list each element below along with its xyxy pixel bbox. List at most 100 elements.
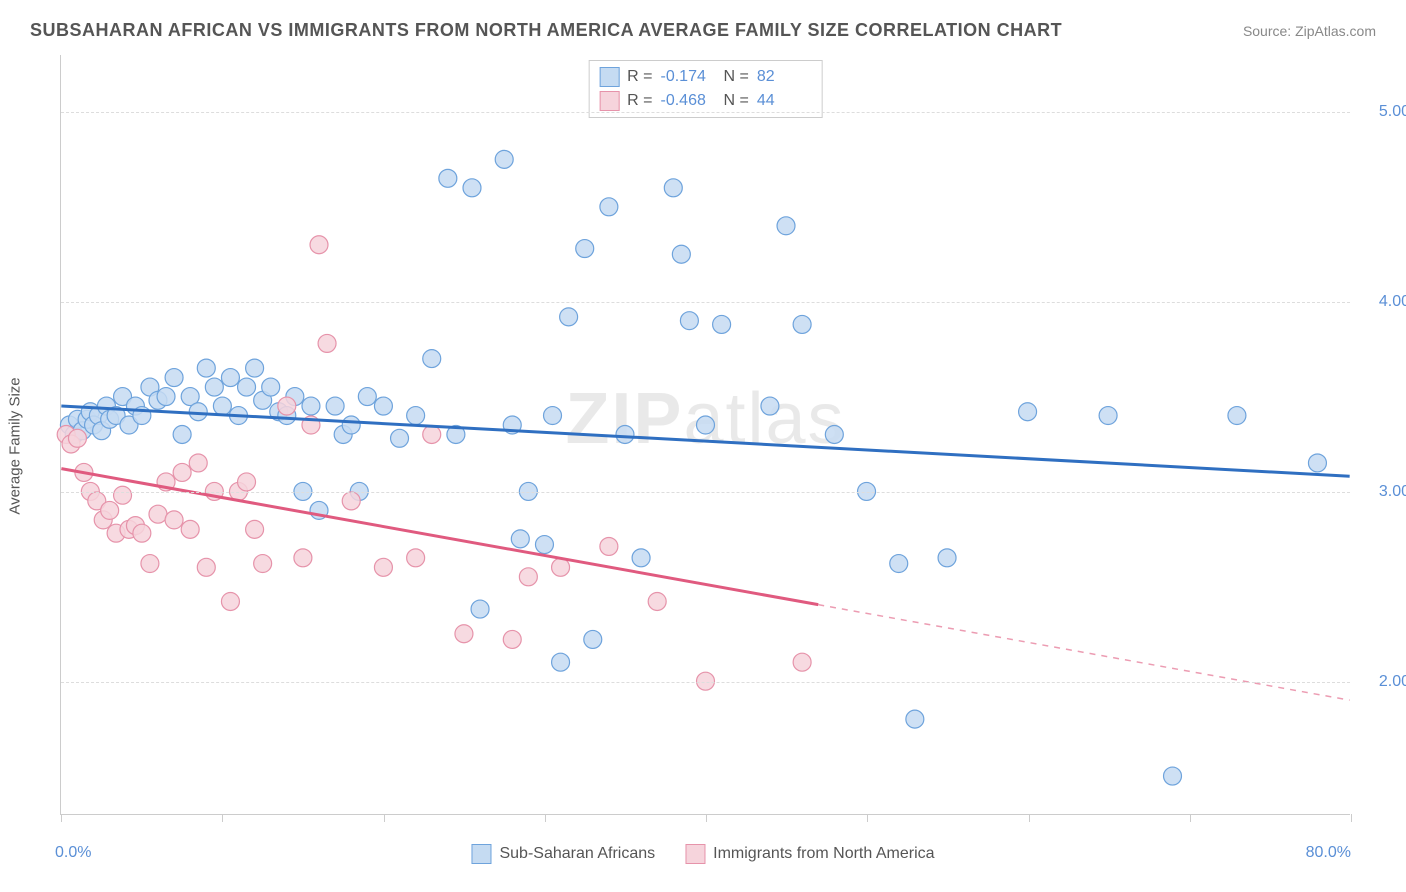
data-point: [101, 501, 119, 519]
data-point: [1019, 403, 1037, 421]
data-point: [197, 558, 215, 576]
data-point: [511, 530, 529, 548]
legend-swatch: [599, 91, 619, 111]
legend-item: Immigrants from North America: [685, 844, 934, 864]
x-tick: [61, 814, 62, 822]
data-point: [1164, 767, 1182, 785]
data-point: [157, 388, 175, 406]
grid-line: [61, 302, 1350, 303]
grid-line: [61, 682, 1350, 683]
legend-item: Sub-Saharan Africans: [471, 844, 655, 864]
data-point: [697, 416, 715, 434]
data-point: [68, 429, 86, 447]
data-point: [181, 520, 199, 538]
y-tick-label: 5.00: [1360, 103, 1406, 121]
data-point: [173, 426, 191, 444]
data-point: [318, 334, 336, 352]
data-point: [938, 549, 956, 567]
x-tick: [706, 814, 707, 822]
data-point: [310, 236, 328, 254]
data-point: [391, 429, 409, 447]
data-point: [455, 625, 473, 643]
data-point: [342, 492, 360, 510]
chart-container: SUBSAHARAN AFRICAN VS IMMIGRANTS FROM NO…: [0, 0, 1406, 892]
source-label: Source: ZipAtlas.com: [1243, 23, 1376, 39]
source-prefix: Source:: [1243, 23, 1295, 39]
data-point: [519, 568, 537, 586]
data-point: [503, 630, 521, 648]
legend-label: Immigrants from North America: [713, 845, 934, 863]
data-point: [906, 710, 924, 728]
data-point: [1099, 407, 1117, 425]
data-point: [221, 592, 239, 610]
data-point: [576, 240, 594, 258]
data-point: [761, 397, 779, 415]
data-point: [294, 549, 312, 567]
data-point: [262, 378, 280, 396]
y-tick-label: 3.00: [1360, 483, 1406, 501]
y-tick-label: 4.00: [1360, 293, 1406, 311]
data-point: [890, 555, 908, 573]
n-label: N =: [724, 68, 749, 86]
n-value: 82: [757, 68, 812, 86]
data-point: [254, 555, 272, 573]
data-point: [793, 315, 811, 333]
data-point: [616, 426, 634, 444]
x-tick: [545, 814, 546, 822]
data-point: [439, 169, 457, 187]
x-tick: [867, 814, 868, 822]
x-tick: [1029, 814, 1030, 822]
data-point: [793, 653, 811, 671]
y-tick-label: 2.00: [1360, 673, 1406, 691]
data-point: [197, 359, 215, 377]
data-point: [584, 630, 602, 648]
data-point: [552, 653, 570, 671]
x-tick: [222, 814, 223, 822]
x-min-label: 0.0%: [55, 844, 91, 862]
r-value: -0.468: [661, 92, 716, 110]
data-point: [544, 407, 562, 425]
data-point: [374, 558, 392, 576]
x-tick: [1190, 814, 1191, 822]
data-point: [278, 397, 296, 415]
data-point: [600, 198, 618, 216]
data-point: [238, 473, 256, 491]
data-point: [423, 426, 441, 444]
x-max-label: 80.0%: [1306, 844, 1351, 862]
correlation-legend-row: R =-0.174N =82: [599, 65, 812, 89]
data-point: [189, 454, 207, 472]
r-label: R =: [627, 68, 652, 86]
data-point: [326, 397, 344, 415]
data-point: [221, 369, 239, 387]
trend-line-extrapolated: [818, 605, 1349, 700]
data-point: [713, 315, 731, 333]
legend-swatch: [685, 844, 705, 864]
data-point: [358, 388, 376, 406]
data-point: [423, 350, 441, 368]
trend-line: [61, 469, 818, 605]
plot-svg: [61, 55, 1350, 814]
data-point: [648, 592, 666, 610]
data-point: [672, 245, 690, 263]
data-point: [238, 378, 256, 396]
data-point: [1228, 407, 1246, 425]
data-point: [246, 359, 264, 377]
data-point: [777, 217, 795, 235]
data-point: [552, 558, 570, 576]
data-point: [246, 520, 264, 538]
n-value: 44: [757, 92, 812, 110]
series-legend: Sub-Saharan Africans Immigrants from Nort…: [471, 844, 934, 864]
grid-line: [61, 112, 1350, 113]
title-bar: SUBSAHARAN AFRICAN VS IMMIGRANTS FROM NO…: [30, 20, 1376, 41]
x-tick: [384, 814, 385, 822]
data-point: [600, 537, 618, 555]
data-point: [165, 369, 183, 387]
data-point: [302, 397, 320, 415]
data-point: [141, 555, 159, 573]
data-point: [825, 426, 843, 444]
legend-label: Sub-Saharan Africans: [499, 845, 655, 863]
n-label: N =: [724, 92, 749, 110]
source-name: ZipAtlas.com: [1295, 23, 1376, 39]
data-point: [535, 536, 553, 554]
data-point: [133, 524, 151, 542]
